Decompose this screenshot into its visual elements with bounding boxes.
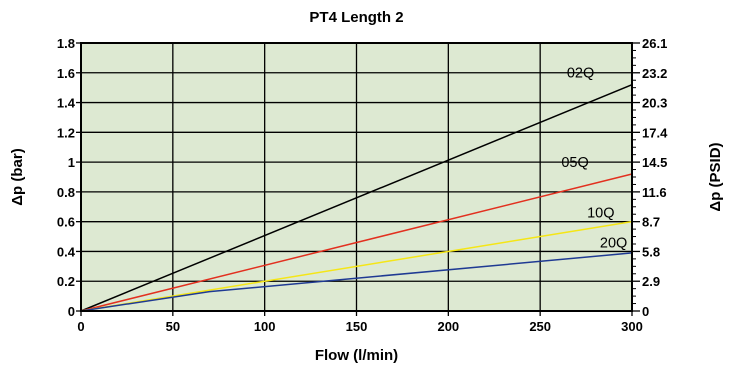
x-tick-label: 300 — [621, 319, 643, 334]
x-tick-label: 50 — [166, 319, 180, 334]
y-tick-label: 0 — [68, 304, 75, 319]
series-line-20Q — [80, 252, 633, 312]
x-tick-label: 150 — [346, 319, 368, 334]
series-line-05Q — [80, 173, 633, 312]
y-tick-label: 0.2 — [57, 274, 75, 289]
series-label-10Q: 10Q — [587, 206, 614, 222]
y-right-tick-label: 8.7 — [642, 215, 660, 230]
y-tick-label: 0.4 — [57, 244, 76, 259]
y-right-tick-labels: 0 2.9 5.8 8.7 11.6 14.5 17.4 20.3 23.2 26.1 — [642, 36, 668, 319]
series-line-10Q — [80, 220, 633, 312]
series-labels: 02Q 05Q 10Q 20Q — [561, 66, 627, 252]
x-tick-label: 250 — [529, 319, 551, 334]
y-tick-label: 0.6 — [57, 215, 75, 230]
y-tick-label: 1.2 — [57, 125, 75, 140]
y-tick-label: 1.4 — [57, 96, 76, 111]
y-tick-label: 1.6 — [57, 66, 75, 81]
y-right-tick-label: 11.6 — [642, 185, 667, 200]
y-tick-label: 1 — [68, 155, 75, 170]
y-tick-labels: 0 0.2 0.4 0.6 0.8 1 1.2 1.4 1.6 1.8 — [57, 36, 76, 319]
grid-lines — [81, 43, 632, 311]
y-right-tick-label: 23.2 — [642, 66, 667, 81]
x-axis-label: Flow (l/min) — [315, 347, 398, 364]
series-label-05Q: 05Q — [561, 155, 588, 171]
y-tick-label: 1.8 — [57, 36, 75, 51]
y-right-tick-label: 14.5 — [642, 155, 667, 170]
y-right-tick-label: 17.4 — [642, 125, 668, 140]
series-lines — [80, 83, 633, 312]
y-right-axis-label: Δp (PSID) — [707, 142, 724, 211]
x-tick-labels: 0 50 100 150 200 250 300 — [77, 319, 642, 334]
y-right-tick-label: 5.8 — [642, 244, 660, 259]
chart-title: PT4 Length 2 — [309, 9, 403, 26]
series-line-02Q — [80, 83, 633, 312]
y-tick-label: 0.8 — [57, 185, 75, 200]
axes — [76, 42, 640, 316]
series-label-20Q: 20Q — [600, 235, 627, 251]
x-tick-label: 100 — [254, 319, 276, 334]
y-right-tick-label: 20.3 — [642, 96, 667, 111]
series-label-02Q: 02Q — [567, 66, 594, 82]
y-right-tick-label: 26.1 — [642, 36, 667, 51]
y-right-tick-label: 2.9 — [642, 274, 660, 289]
y-right-tick-label: 0 — [642, 304, 649, 319]
x-tick-label: 0 — [77, 319, 84, 334]
x-tick-label: 200 — [437, 319, 459, 334]
y-axis-label: Δp (bar) — [9, 148, 26, 205]
